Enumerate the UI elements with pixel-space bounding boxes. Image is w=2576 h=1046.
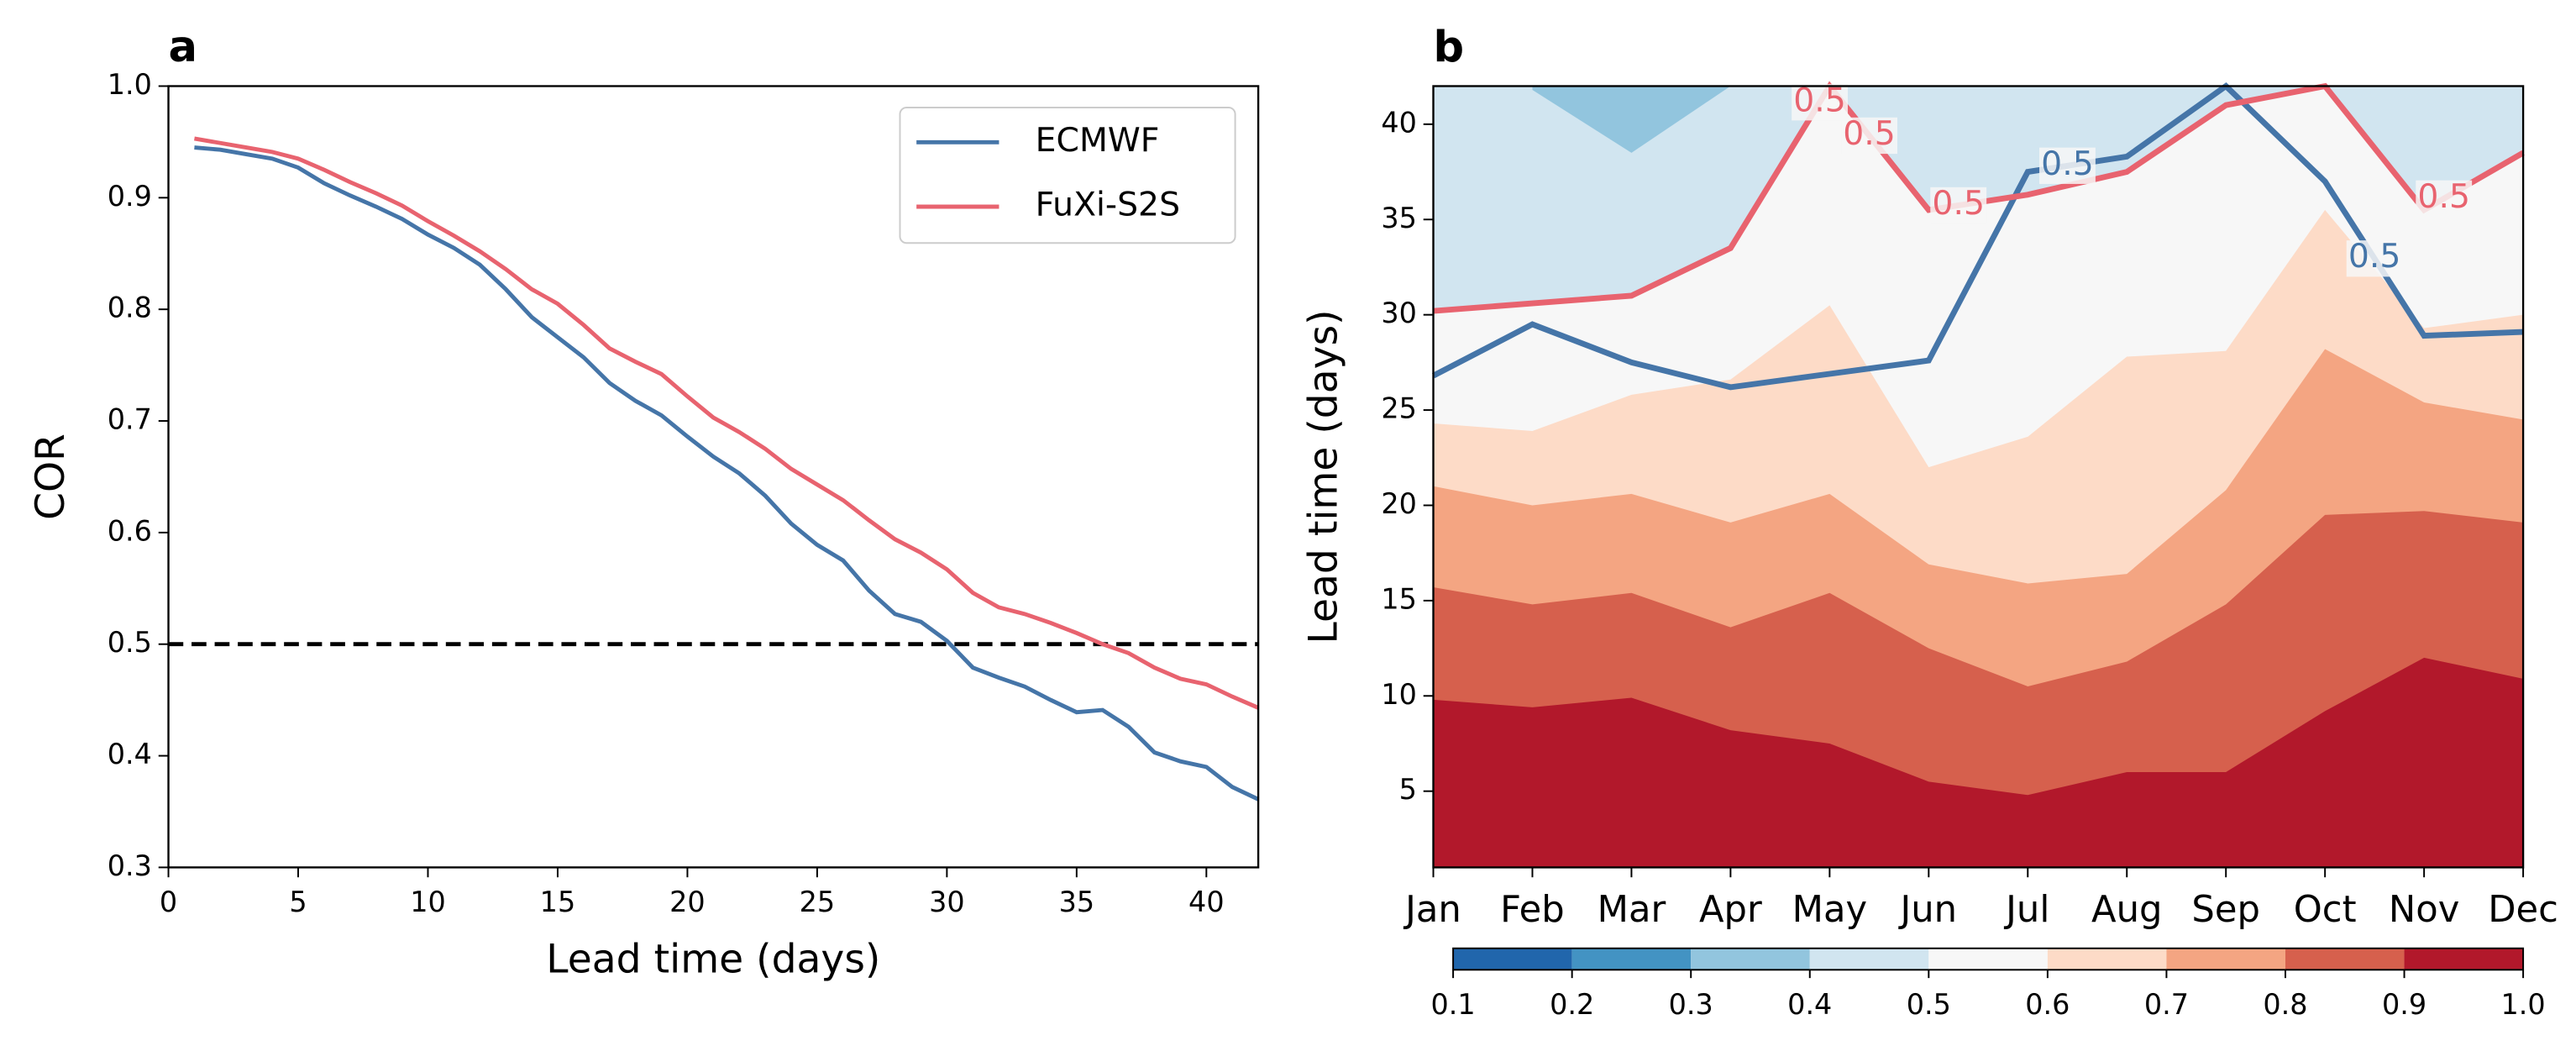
y-tick-label: 0.7: [108, 403, 152, 436]
contour-label: 0.5: [1932, 185, 1985, 223]
colorbar-tick-label: 0.2: [1550, 988, 1594, 1021]
series-line: [194, 145, 1260, 802]
contour-label: 0.5: [2417, 178, 2470, 216]
y-tick-label: 0.3: [108, 849, 152, 882]
x-tick-label: Aug: [2091, 889, 2162, 931]
colorbar-swatch: [1571, 948, 1692, 970]
contour-band: [1532, 86, 1731, 153]
y-tick-label: 0.6: [108, 514, 152, 547]
colorbar-tick-label: 1.0: [2501, 988, 2546, 1021]
y-tick-label: 0.4: [108, 738, 152, 770]
y-tick-label: 35: [1381, 202, 1417, 234]
x-tick-label: Feb: [1500, 889, 1565, 931]
x-tick-label: Jun: [1898, 889, 1958, 931]
legend-label: FuXi-S2S: [1036, 187, 1180, 224]
colorbar-tick-label: 0.5: [1907, 988, 1951, 1021]
y-tick-label: 0.9: [108, 180, 152, 213]
x-tick-label: Nov: [2389, 889, 2459, 931]
x-axis-label: Lead time (days): [546, 936, 880, 982]
x-tick-label: 10: [410, 886, 446, 918]
contour-label-bg: [1792, 84, 1848, 121]
x-tick-label: Apr: [1699, 889, 1762, 931]
y-axis-label: Lead time (days): [1301, 309, 1347, 644]
series-line: [194, 136, 1260, 710]
contour-line: [1431, 82, 2524, 391]
panel-label: b: [1434, 23, 1465, 72]
contour-label: 0.5: [2348, 238, 2401, 276]
colorbar-swatch: [2285, 948, 2405, 970]
x-tick-label: 5: [289, 886, 307, 918]
colorbar-tick-label: 0.3: [1669, 988, 1713, 1021]
contour-label-bg: [2416, 180, 2473, 217]
y-axis-label: COR: [28, 434, 74, 520]
legend-label: ECMWF: [1036, 122, 1160, 160]
colorbar-tick-label: 0.6: [2025, 988, 2070, 1021]
colorbar-frame: [1452, 947, 2525, 971]
plot-frame: [167, 85, 1260, 869]
x-tick-label: 35: [1059, 886, 1095, 918]
contour-label: 0.5: [1793, 81, 1846, 119]
x-tick-label: Dec: [2488, 889, 2558, 931]
x-tick-label: Sep: [2191, 889, 2260, 931]
colorbar-tick-label: 0.1: [1431, 988, 1476, 1021]
x-tick-label: Jul: [2003, 889, 2049, 931]
y-tick-label: 1.0: [108, 68, 152, 101]
y-tick-label: 15: [1381, 582, 1417, 615]
colorbar-tick-label: 0.9: [2382, 988, 2426, 1021]
contour-label: 0.5: [2041, 145, 2094, 183]
x-tick-label: Mar: [1598, 889, 1666, 931]
x-tick-label: 30: [929, 886, 965, 918]
y-tick-label: 20: [1381, 487, 1417, 520]
x-tick-label: 20: [669, 886, 706, 918]
x-tick-label: 0: [160, 886, 177, 918]
colorbar-swatch: [1809, 948, 1929, 970]
y-tick-label: 30: [1381, 297, 1417, 329]
colorbar-swatch: [1691, 948, 1810, 970]
contour-label-bg: [1930, 187, 1987, 224]
colorbar-swatch: [1453, 948, 1572, 970]
plot-frame: [1432, 85, 2525, 869]
y-tick-label: 5: [1399, 773, 1417, 806]
x-tick-label: 15: [540, 886, 576, 918]
colorbar-tick-label: 0.8: [2263, 988, 2307, 1021]
y-tick-label: 25: [1381, 392, 1417, 425]
x-tick-label: Jan: [1403, 889, 1461, 931]
contour-label-bg: [2346, 240, 2403, 277]
colorbar-swatch: [1928, 948, 2048, 970]
contour-label-bg: [2039, 147, 2096, 184]
x-tick-label: May: [1792, 889, 1867, 931]
colorbar-tick-label: 0.7: [2144, 988, 2189, 1021]
y-tick-label: 40: [1381, 106, 1417, 139]
colorbar-swatch: [2404, 948, 2524, 970]
y-tick-label: 0.8: [108, 292, 152, 324]
x-tick-label: 25: [800, 886, 836, 918]
colorbar-tick-label: 0.4: [1787, 988, 1832, 1021]
colorbar-swatch: [2047, 948, 2167, 970]
contour-label-bg: [1841, 117, 1897, 155]
x-tick-label: 40: [1188, 886, 1225, 918]
y-tick-label: 0.5: [108, 626, 152, 659]
x-tick-label: Oct: [2294, 889, 2357, 931]
panel-label: a: [169, 23, 197, 72]
colorbar-swatch: [2166, 948, 2285, 970]
y-tick-label: 10: [1381, 678, 1417, 711]
contour-label: 0.5: [1843, 115, 1896, 153]
